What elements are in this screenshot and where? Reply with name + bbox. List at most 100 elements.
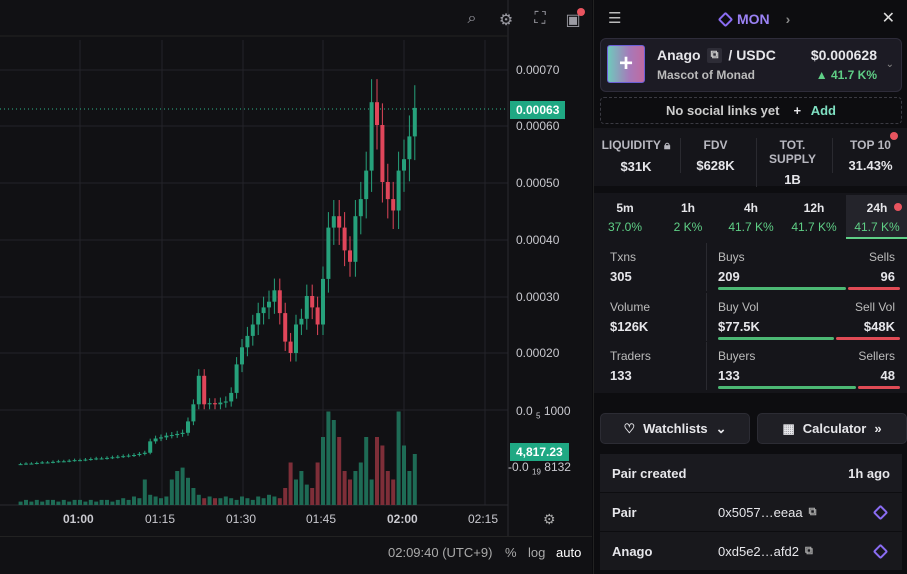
volume-bar <box>315 462 320 505</box>
label-sub: 19 <box>532 467 541 477</box>
timeframe-change: 37.0% <box>607 220 643 234</box>
volume-bar <box>88 499 93 505</box>
time-label: 02:15 <box>468 512 499 526</box>
volume-bar <box>83 501 88 505</box>
volume-bar <box>137 498 142 505</box>
calculator-button[interactable]: ▦ Calculator » <box>757 413 907 444</box>
volume-bar <box>385 471 390 505</box>
volume-bar <box>61 499 66 505</box>
timeframe-change: 41.7 K% <box>791 220 837 234</box>
auto-toggle[interactable]: auto <box>556 545 582 560</box>
candle-body <box>115 456 120 458</box>
candle-body <box>310 296 315 308</box>
candle-body <box>223 401 228 403</box>
add-social-button[interactable]: + Add <box>793 103 836 118</box>
copy-icon[interactable]: ⧉ <box>808 505 817 518</box>
fullscreen-icon[interactable]: ⛶ <box>534 10 546 27</box>
candle-body <box>213 403 217 405</box>
timeframe-tab-1h[interactable]: 1h 2 K% <box>657 195 719 239</box>
filter-sliders-icon[interactable]: ☰ <box>608 10 622 27</box>
candle-body <box>61 461 66 463</box>
copy-icon[interactable]: ⧉ <box>804 544 813 557</box>
candle-body <box>110 457 115 459</box>
calculator-icon: ▦ <box>782 420 795 436</box>
chevron-down-icon: ⌄ <box>715 420 727 436</box>
volume-bar <box>99 499 104 505</box>
pair-address[interactable]: 0x5057…eeaa <box>718 504 803 520</box>
buy-ratio-bar <box>718 336 834 340</box>
sidebar-header: ☰ MON › ✕ <box>594 0 907 36</box>
stat-value: $48K <box>863 318 895 334</box>
candle-body <box>148 441 153 453</box>
volume-bar <box>180 467 185 505</box>
volume-bar <box>51 499 55 505</box>
plus-icon: + <box>793 103 802 118</box>
label-part: -0.0 <box>508 460 529 474</box>
volume-bar <box>121 498 126 505</box>
token-card[interactable]: + Anago ⧉ / USDC Mascot of Monad $0.000628… <box>600 38 902 92</box>
log-toggle[interactable]: log <box>528 545 546 560</box>
explorer-icon[interactable] <box>872 543 889 559</box>
chevron-right-icon: › <box>785 11 791 27</box>
token-address[interactable]: 0xd5e2…afd2 <box>718 543 799 559</box>
candle-body <box>353 216 358 262</box>
token-avatar-add[interactable]: + <box>607 45 645 83</box>
timeframe-tab-24h[interactable]: 24h 41.7 K% <box>846 195 907 239</box>
info-label: Pair <box>612 504 637 520</box>
label-part: 1000 <box>543 404 571 418</box>
candle-body <box>132 455 136 457</box>
alert-dot <box>894 203 902 211</box>
timeframe-tab-12h[interactable]: 12h 41.7 K% <box>783 195 845 239</box>
camera-icon[interactable]: ▣ <box>563 8 585 30</box>
indicator-search-icon[interactable]: ⌕ <box>467 10 477 27</box>
volume-bar <box>186 477 190 505</box>
stat-supply: TOT. SUPPLY 1B <box>756 138 828 187</box>
candle-body <box>380 125 385 182</box>
explorer-icon[interactable] <box>872 504 889 520</box>
stat-value: 209 <box>718 269 740 284</box>
volume-bar <box>67 501 72 505</box>
stat-top10[interactable]: TOP 10 31.43% <box>832 132 907 173</box>
volume-bar <box>132 496 136 505</box>
volume-bar <box>202 498 207 505</box>
volume-bar <box>369 479 374 505</box>
heart-icon: ♡ <box>623 420 636 436</box>
candle-body <box>83 459 88 461</box>
candle-body <box>175 433 180 436</box>
candle-body <box>88 459 93 461</box>
candle-body <box>137 453 142 456</box>
candle-body <box>315 307 320 325</box>
timeframe-tab-5m[interactable]: 5m 37.0% <box>594 195 656 239</box>
sell-ratio-bar <box>858 386 900 389</box>
volume-bar <box>191 488 196 505</box>
candle-body <box>142 452 147 454</box>
stat-label: Buys <box>718 250 745 264</box>
copy-icon[interactable]: ⧉ <box>706 47 723 63</box>
lock-icon: 🔒︎ <box>664 138 671 152</box>
candle-body <box>229 392 234 402</box>
candle-body <box>218 402 223 405</box>
candle-body <box>56 461 61 463</box>
axis-settings-icon[interactable]: ⚙ <box>543 511 556 527</box>
chart-canvas[interactable] <box>0 0 592 574</box>
candle-body <box>402 159 406 171</box>
volume-bar <box>342 471 347 505</box>
volume-bar <box>78 499 82 505</box>
close-icon[interactable]: ✕ <box>881 10 895 27</box>
volume-bar <box>412 454 417 505</box>
social-links-bar: No social links yet + Add <box>600 97 902 124</box>
volume-bar <box>331 420 336 505</box>
timeframe-tab-4h[interactable]: 4h 41.7 K% <box>720 195 782 239</box>
settings-icon[interactable]: ⚙ <box>498 12 514 29</box>
watchlists-button[interactable]: ♡ Watchlists ⌄ <box>600 413 750 444</box>
quote-pair: / USDC <box>728 47 776 63</box>
chevron-down-icon[interactable]: ⌄ <box>885 59 894 70</box>
chain-selector[interactable]: MON › <box>717 11 791 27</box>
price-change: ▲ 41.7 K% <box>815 68 877 82</box>
price-chart[interactable]: ⌕ ⚙ ⛶ ▣ 0.00070 0.00060 0.00050 0.00040 … <box>0 0 592 574</box>
percent-toggle[interactable]: % <box>505 545 517 560</box>
candle-body <box>342 227 347 251</box>
volume-bar <box>213 498 217 505</box>
stat-fdv: FDV $628K <box>680 138 750 173</box>
volume-bar <box>153 496 158 505</box>
